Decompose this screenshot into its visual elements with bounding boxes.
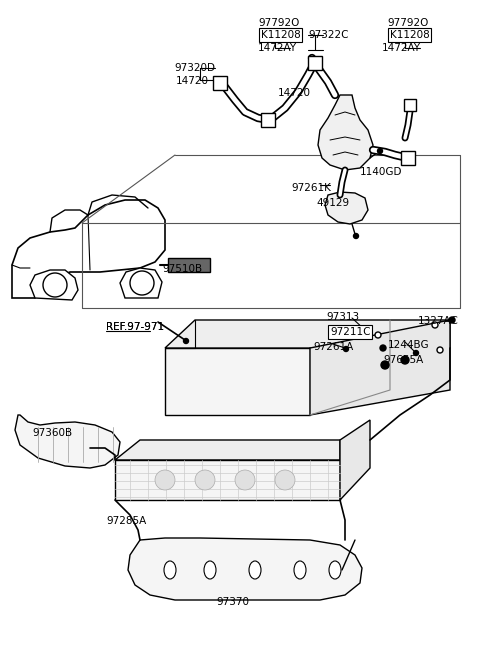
Polygon shape [165,348,310,415]
Bar [168,258,210,272]
Circle shape [381,361,389,369]
Polygon shape [128,538,362,600]
Circle shape [275,470,295,490]
Polygon shape [12,200,165,298]
Text: REF.97-971: REF.97-971 [106,322,164,332]
Bar [308,56,322,70]
Text: 97370: 97370 [216,597,249,607]
Text: 97792O: 97792O [387,18,428,28]
Polygon shape [15,415,120,468]
Circle shape [377,148,383,154]
Circle shape [401,356,409,364]
Text: 1327AC: 1327AC [418,316,459,326]
Text: 97261K: 97261K [291,183,331,193]
Circle shape [155,470,175,490]
Polygon shape [165,320,450,348]
Polygon shape [318,95,373,170]
Polygon shape [325,192,368,224]
Circle shape [437,347,443,353]
Text: 97360B: 97360B [32,428,72,438]
Circle shape [43,273,67,297]
Text: K11208: K11208 [390,30,430,40]
Circle shape [375,332,381,338]
Text: 14720: 14720 [278,88,311,98]
Bar [213,76,227,90]
Text: 1472AY: 1472AY [258,43,297,53]
Bar [404,99,416,111]
Ellipse shape [164,561,176,579]
Polygon shape [120,268,162,298]
Polygon shape [30,270,78,300]
Text: 97313: 97313 [326,312,359,322]
Circle shape [195,470,215,490]
Circle shape [353,234,359,239]
Text: 97510B: 97510B [162,264,202,274]
Circle shape [432,322,438,328]
Circle shape [235,470,255,490]
Polygon shape [310,320,450,415]
Ellipse shape [294,561,306,579]
Ellipse shape [329,561,341,579]
Circle shape [449,317,455,323]
Text: 97655A: 97655A [383,355,423,365]
Circle shape [183,338,189,344]
Polygon shape [115,460,340,500]
Text: 1140GD: 1140GD [360,167,403,177]
Bar [401,151,415,165]
Circle shape [344,346,348,352]
Text: 97322C: 97322C [308,30,348,40]
Text: 97792O: 97792O [258,18,300,28]
Circle shape [380,345,386,351]
Text: 97285A: 97285A [106,516,146,526]
Circle shape [130,271,154,295]
Polygon shape [115,440,340,460]
Text: 1472AY: 1472AY [382,43,421,53]
Text: 97261A: 97261A [313,342,353,352]
Bar [261,113,275,127]
Text: REF.97-971: REF.97-971 [106,322,164,332]
Text: 49129: 49129 [316,198,349,208]
Text: 97320D: 97320D [174,63,215,73]
Circle shape [413,350,419,356]
Ellipse shape [204,561,216,579]
Text: K11208: K11208 [261,30,301,40]
Ellipse shape [249,561,261,579]
Text: 1244BG: 1244BG [388,340,430,350]
Polygon shape [340,420,370,500]
Text: 97211C: 97211C [330,327,371,337]
Text: 14720: 14720 [176,76,209,86]
